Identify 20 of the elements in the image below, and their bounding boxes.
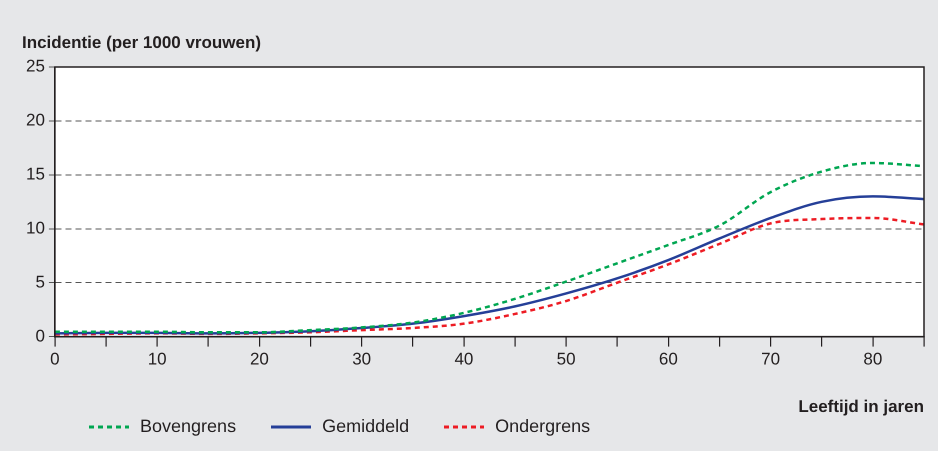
x-tick-label: 50	[556, 349, 576, 368]
x-tick-label: 70	[761, 349, 780, 368]
y-tick-label: 20	[26, 110, 45, 130]
y-tick-label: 5	[35, 272, 45, 292]
x-tick-label: 40	[454, 349, 474, 368]
y-tick-label: 10	[26, 218, 45, 238]
x-tick-label: 60	[658, 349, 678, 368]
y-tick-label: 0	[35, 326, 45, 346]
x-tick-label: 80	[863, 349, 882, 368]
x-tick-label: 0	[50, 349, 60, 368]
y-tick-label: 25	[26, 56, 45, 76]
x-tick-label: 20	[250, 349, 269, 368]
legend-label: Bovengrens	[140, 416, 236, 437]
x-axis-title: Leeftijd in jaren	[798, 397, 924, 416]
legend-label: Gemiddeld	[322, 416, 410, 437]
legend-label: Ondergrens	[495, 416, 590, 437]
y-axis-title: Incidentie (per 1000 vrouwen)	[22, 33, 262, 52]
y-tick-label: 15	[26, 164, 45, 184]
x-tick-label: 30	[352, 349, 372, 368]
x-tick-label: 10	[148, 349, 167, 368]
